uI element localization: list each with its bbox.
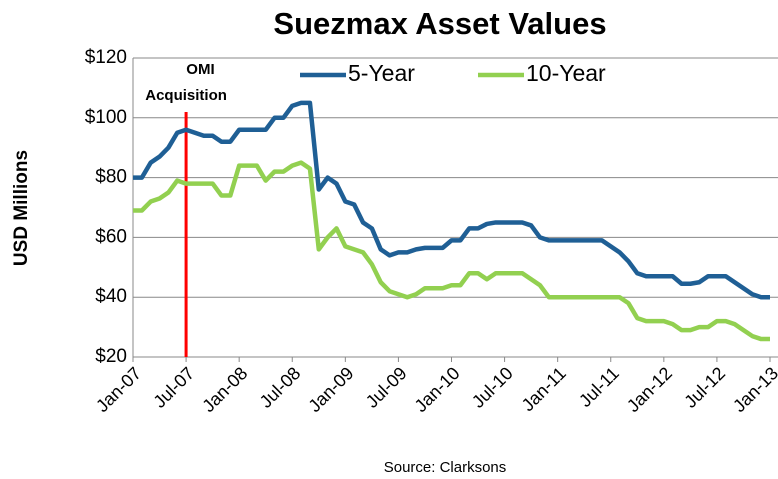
- chart-title: Suezmax Asset Values: [273, 6, 606, 41]
- annotation-text: OMI: [186, 61, 214, 78]
- y-tick-label: $20: [95, 346, 127, 367]
- x-tick-label: Jan-07: [92, 363, 145, 416]
- y-tick-label: $100: [85, 107, 127, 128]
- x-tick-label: Jan-13: [729, 363, 778, 416]
- legend-label: 10-Year: [526, 60, 606, 86]
- x-tick-label: Jul-12: [680, 363, 729, 412]
- annotation-text: Acquisition: [145, 87, 227, 104]
- legend-label: 5-Year: [348, 60, 415, 86]
- source: Source: Clarksons: [384, 459, 507, 476]
- x-tick-label: Jan-12: [623, 363, 676, 416]
- y-tick-label: $40: [95, 286, 127, 307]
- line-series: [133, 100, 770, 300]
- x-tick-label: Jul-07: [149, 363, 198, 412]
- x-tick-label: Jan-11: [518, 363, 570, 415]
- y-tick-label: $60: [95, 226, 127, 247]
- x-tick-label: Jul-10: [468, 363, 517, 412]
- line-series: [133, 160, 770, 342]
- y-axis-label: USD Millions: [11, 150, 32, 266]
- x-tick-label: Jan-08: [198, 363, 251, 416]
- y-tick-label: $80: [95, 167, 127, 188]
- x-tick-label: Jul-08: [256, 363, 305, 412]
- x-tick-label: Jan-09: [304, 363, 357, 416]
- y-tick-label: $120: [85, 47, 127, 68]
- x-tick-label: Jul-09: [362, 363, 411, 412]
- x-tick-label: Jan-10: [411, 363, 464, 416]
- x-tick-label: Jul-11: [575, 363, 623, 411]
